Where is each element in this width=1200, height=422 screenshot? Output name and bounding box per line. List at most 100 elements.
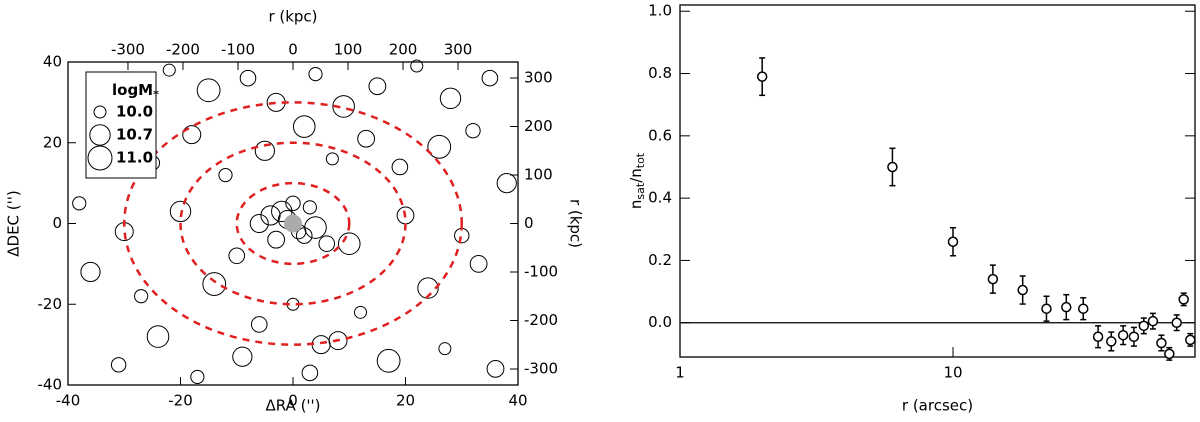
legend-symbol [89,124,111,146]
x-tick-label: -20 [168,392,193,410]
galaxy [202,272,227,296]
legend-title-part: logM [112,81,153,99]
y-label-part: tot [634,152,647,168]
galaxy [417,277,439,299]
galaxy [301,364,319,382]
y-label-part: sat [634,182,647,199]
y-tick-label: -20 [38,295,63,313]
galaxy [134,289,149,304]
galaxy [162,63,176,77]
galaxy [337,232,361,255]
galaxy [239,69,257,87]
x-tick-label: 10 [943,364,962,382]
plot-frame [679,4,1196,358]
point [887,161,898,173]
legend-symbol [93,105,107,119]
x2-tick-label: 300 [444,41,473,59]
y-label: nsat/ntot [627,152,648,209]
ring [179,141,407,306]
galaxy [391,158,409,176]
point [1156,337,1167,349]
point [1128,331,1140,343]
x-tick-label: 1 [675,364,685,382]
galaxy [410,59,424,73]
x-tick-label: 20 [396,392,415,410]
ring [235,181,351,266]
galaxy [439,87,462,110]
galaxy [250,316,268,333]
point [756,71,768,82]
galaxy [332,95,355,118]
galaxy [427,134,452,159]
point [1171,317,1182,328]
galaxy [110,357,127,373]
legend-title-part: * [153,88,159,101]
y-tick-label: -40 [38,376,63,394]
y-label: ΔDEC ('') [5,190,23,256]
galaxy [190,369,205,385]
x2-tick-label: 200 [389,41,418,59]
point [1041,303,1052,314]
galaxy [481,69,499,87]
x-tick-label: -40 [56,392,81,410]
y2-tick-label: -300 [524,359,558,377]
galaxy [254,140,275,161]
y-tick-label: 1.0 [648,2,672,20]
point [1061,301,1072,313]
y-tick-label: 0.2 [648,251,672,269]
galaxy [218,167,233,183]
y2-label: r (kpc) [567,199,585,248]
galaxy [438,342,452,356]
galaxy [318,235,336,252]
galaxy [496,173,517,194]
galaxy [308,67,323,82]
x2-tick-label: 100 [334,41,363,59]
ring [123,101,463,346]
galaxy [80,261,101,283]
legend-title: logM* [112,81,159,102]
galaxy [304,216,327,239]
galaxy [196,78,221,103]
galaxy [325,152,339,166]
legend-label: 10.7 [116,126,153,144]
galaxy [465,122,481,139]
y-tick-label: 40 [43,53,62,71]
y2-tick-label: 100 [524,166,553,184]
x2-tick-label: -100 [221,41,255,59]
galaxy [285,195,301,212]
x-label: r (arcsec) [902,397,973,415]
galaxy [311,335,331,355]
y-tick-label: 20 [43,133,62,151]
point [947,236,959,247]
point [1138,320,1150,332]
galaxy [249,214,269,233]
galaxy [228,247,246,265]
point [1092,331,1104,343]
galaxy [454,227,470,244]
point [1147,315,1159,327]
legend-label: 10.0 [116,103,153,121]
galaxy [328,331,348,351]
galaxy [169,200,192,223]
galaxy [72,196,87,211]
galaxy [357,129,376,148]
x2-tick-label: 0 [288,41,298,59]
y2-tick-label: -100 [524,262,558,280]
x-tick-label: 40 [508,392,527,410]
point [1178,294,1189,305]
galaxy [182,125,202,145]
point [1164,348,1175,360]
galaxy [267,230,286,249]
y-tick-label: 0.6 [648,126,672,144]
galaxy [232,346,253,367]
point [1077,303,1089,314]
galaxy [354,305,367,319]
galaxy [302,200,317,215]
legend-symbol [87,145,113,171]
point [1117,329,1129,341]
y-label-part: n [627,200,645,210]
galaxy [368,77,387,96]
point [1017,284,1028,296]
center-galaxy [284,214,302,233]
point [1106,336,1117,347]
